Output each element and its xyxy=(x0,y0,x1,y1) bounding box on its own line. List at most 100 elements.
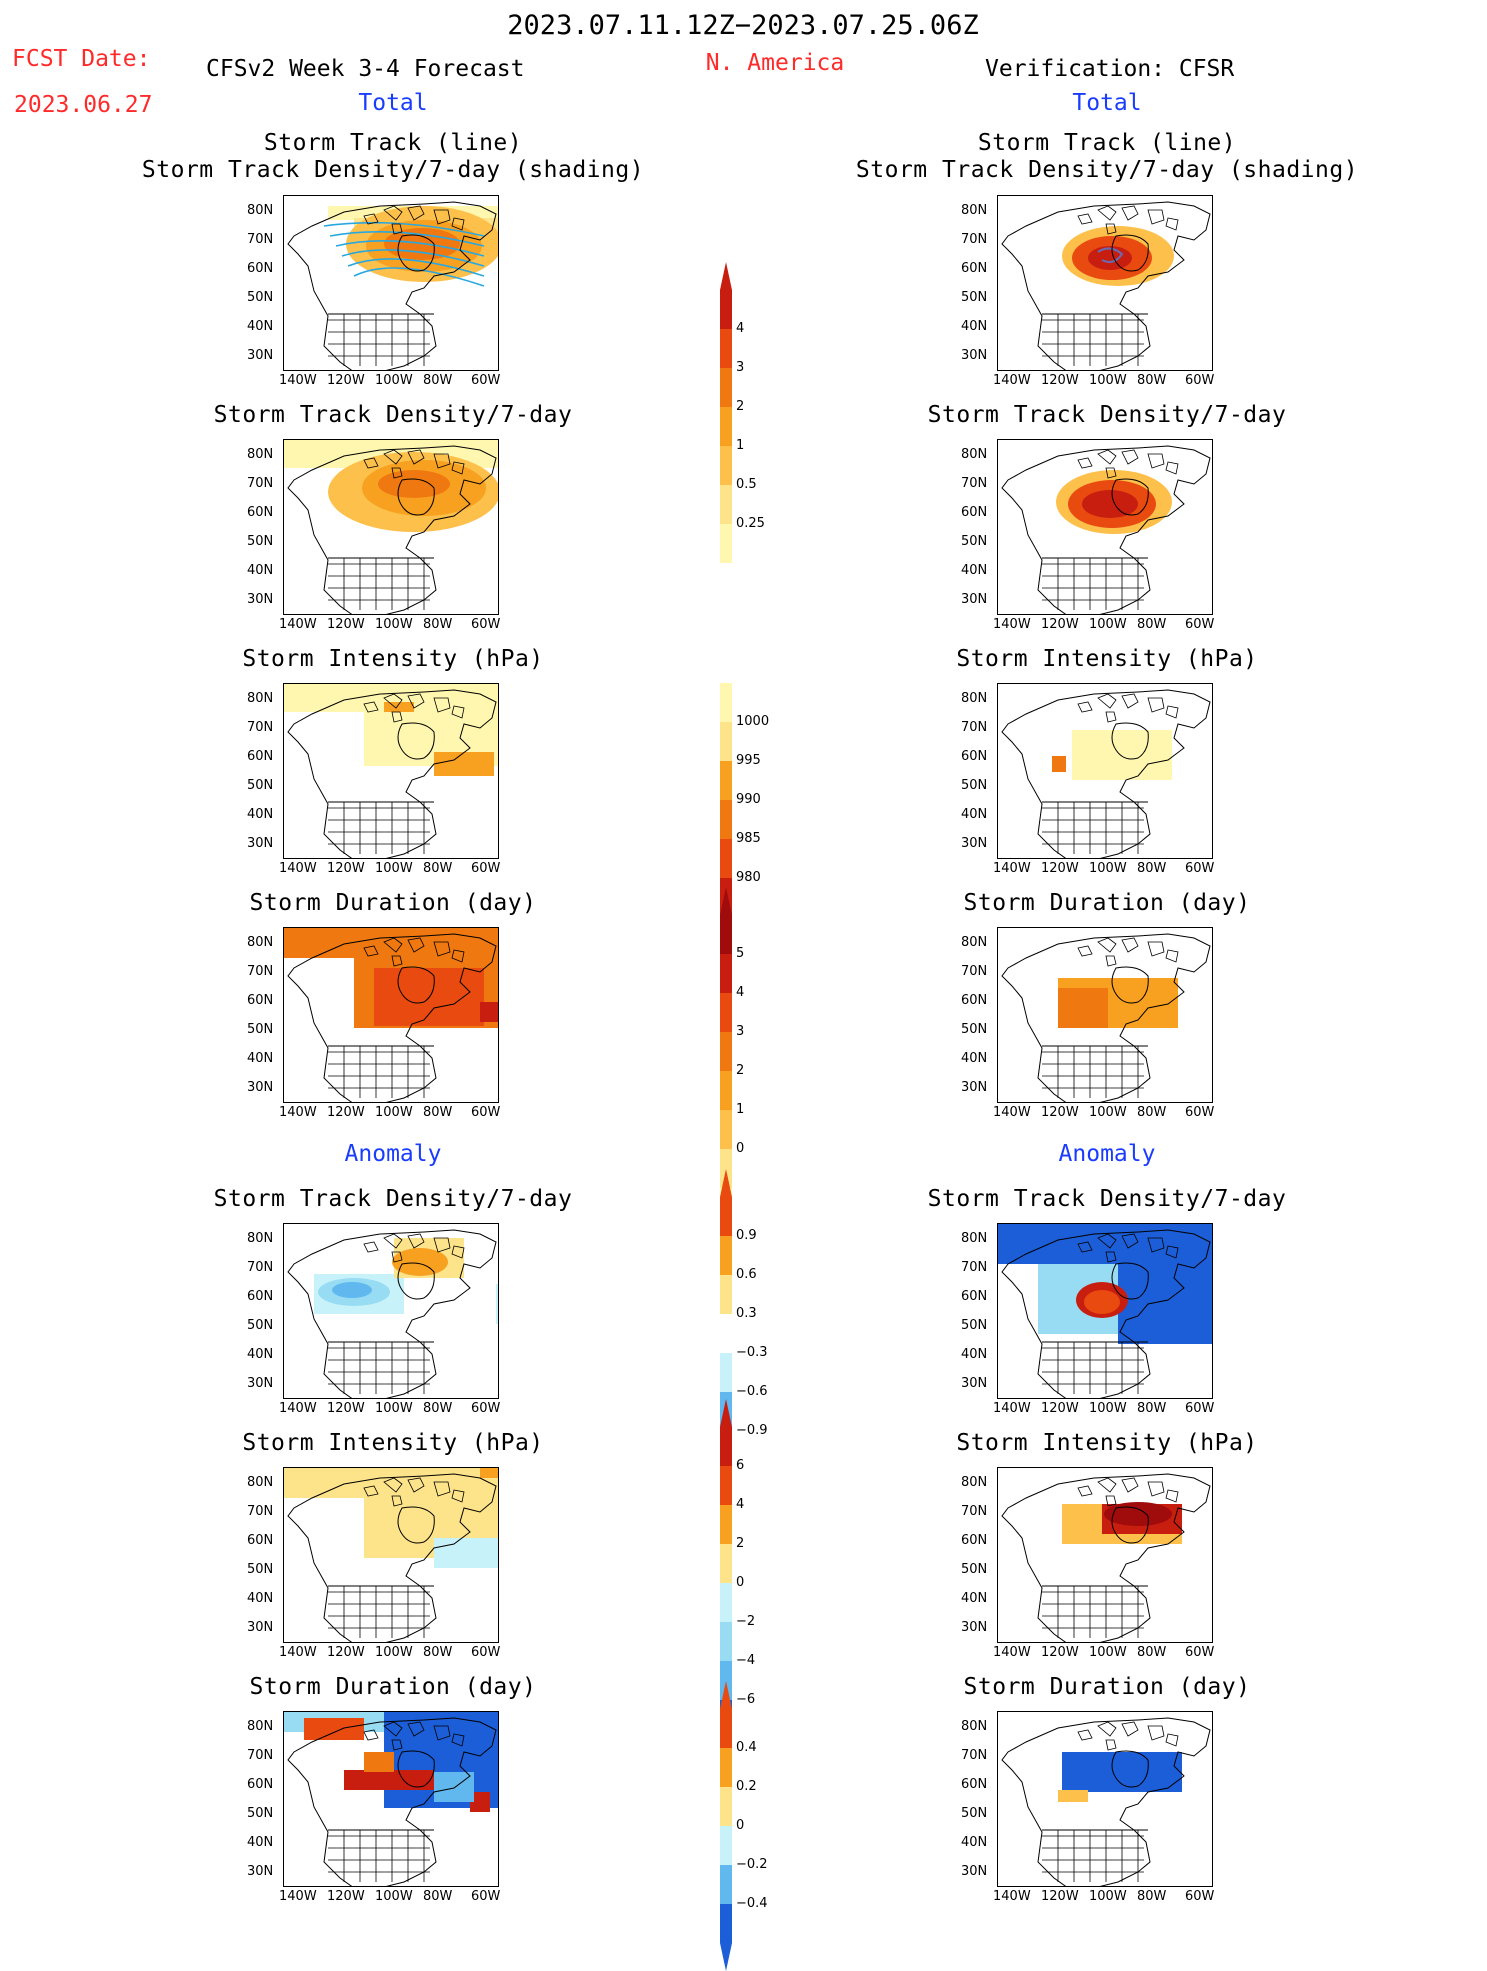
longitude-label: 60W xyxy=(471,1645,501,1660)
left-intensity-title: Storm Intensity (hPa) xyxy=(242,646,544,672)
latitude-label: 40N xyxy=(247,1835,274,1850)
colorbar-tick-label: −2 xyxy=(736,1614,756,1629)
latitude-label: 70N xyxy=(247,476,274,491)
longitude-label: 80W xyxy=(423,1105,453,1120)
latitude-label: 60N xyxy=(247,993,274,1008)
longitude-label: 140W xyxy=(279,1401,317,1416)
longitude-label: 100W xyxy=(1089,1401,1127,1416)
longitude-label: 60W xyxy=(471,617,501,632)
latitude-label: 30N xyxy=(247,1080,274,1095)
left-anomaly-label: Anomaly xyxy=(344,1141,442,1167)
latitude-label: 30N xyxy=(247,836,274,851)
longitude-label: 80W xyxy=(1137,617,1167,632)
latitude-label: 40N xyxy=(247,1591,274,1606)
longitude-label: 100W xyxy=(375,1401,413,1416)
verification-intensity-map xyxy=(997,683,1213,859)
colorbar-tick-label: 0.25 xyxy=(736,516,765,531)
longitude-label: 140W xyxy=(279,1889,317,1904)
latitude-label: 30N xyxy=(961,1376,988,1391)
longitude-label: 60W xyxy=(1185,1105,1215,1120)
longitude-label: 120W xyxy=(1041,1645,1079,1660)
forecast-track-map xyxy=(283,195,499,371)
longitude-label: 140W xyxy=(279,1105,317,1120)
latitude-label: 50N xyxy=(247,534,274,549)
latitude-label: 40N xyxy=(961,319,988,334)
forecast-intensity-anomaly-map xyxy=(283,1467,499,1643)
left-density-anom-title: Storm Track Density/7-day xyxy=(213,1186,573,1212)
longitude-label: 120W xyxy=(1041,861,1079,876)
latitude-label: 40N xyxy=(961,807,988,822)
longitude-label: 60W xyxy=(1185,373,1215,388)
right-track-line-title: Storm Track (line) xyxy=(977,130,1237,156)
latitude-label: 80N xyxy=(247,1231,274,1246)
colorbar-tick-label: 0.6 xyxy=(736,1267,757,1282)
colorbar-tick-label: 0.9 xyxy=(736,1228,757,1243)
left-track-shading-title: Storm Track Density/7-day (shading) xyxy=(141,157,645,183)
fcst-date-value: 2023.06.27 xyxy=(14,92,153,118)
latitude-label: 40N xyxy=(961,1591,988,1606)
latitude-label: 80N xyxy=(961,1475,988,1490)
longitude-label: 80W xyxy=(1137,1889,1167,1904)
longitude-label: 100W xyxy=(1089,1645,1127,1660)
latitude-label: 60N xyxy=(247,505,274,520)
latitude-label: 70N xyxy=(961,1504,988,1519)
longitude-label: 60W xyxy=(1185,617,1215,632)
longitude-label: 80W xyxy=(1137,861,1167,876)
latitude-label: 30N xyxy=(961,1864,988,1879)
latitude-label: 50N xyxy=(247,1562,274,1577)
latitude-label: 40N xyxy=(961,1347,988,1362)
verification-density-map xyxy=(997,439,1213,615)
latitude-label: 30N xyxy=(961,836,988,851)
latitude-label: 50N xyxy=(247,1022,274,1037)
forecast-duration-map xyxy=(283,927,499,1103)
longitude-label: 140W xyxy=(279,861,317,876)
latitude-label: 60N xyxy=(961,993,988,1008)
latitude-label: 30N xyxy=(247,1376,274,1391)
colorbar-tick-label: −0.6 xyxy=(736,1384,768,1399)
colorbar-tick-label: 0.3 xyxy=(736,1306,757,1321)
longitude-label: 80W xyxy=(1137,1645,1167,1660)
duration-colorbar xyxy=(720,887,732,1227)
latitude-label: 50N xyxy=(247,778,274,793)
longitude-label: 120W xyxy=(1041,1401,1079,1416)
colorbar-tick-label: 0 xyxy=(736,1141,745,1156)
latitude-label: 80N xyxy=(961,691,988,706)
colorbar-tick-label: 4 xyxy=(736,1497,745,1512)
colorbar-tick-label: 0.4 xyxy=(736,1740,757,1755)
colorbar-tick-label: 5 xyxy=(736,946,745,961)
colorbar-tick-label: 3 xyxy=(736,360,745,375)
longitude-label: 140W xyxy=(993,861,1031,876)
colorbar-tick-label: 2 xyxy=(736,1063,745,1078)
colorbar-tick-label: 980 xyxy=(736,870,761,885)
latitude-label: 50N xyxy=(961,534,988,549)
colorbar-tick-label: 0.5 xyxy=(736,477,757,492)
latitude-label: 30N xyxy=(247,348,274,363)
forecast-density-map xyxy=(283,439,499,615)
latitude-label: 80N xyxy=(961,1719,988,1734)
latitude-label: 80N xyxy=(247,1475,274,1490)
longitude-label: 140W xyxy=(279,1645,317,1660)
latitude-label: 80N xyxy=(961,203,988,218)
period-title: 2023.07.11.12Z−2023.07.25.06Z xyxy=(507,10,979,41)
longitude-label: 80W xyxy=(423,1645,453,1660)
longitude-label: 120W xyxy=(327,1105,365,1120)
right-anomaly-label: Anomaly xyxy=(1058,1141,1156,1167)
latitude-label: 70N xyxy=(247,232,274,247)
latitude-label: 70N xyxy=(247,1260,274,1275)
colorbar-tick-label: 990 xyxy=(736,792,761,807)
colorbar-tick-label: 2 xyxy=(736,399,745,414)
longitude-label: 120W xyxy=(327,373,365,388)
longitude-label: 140W xyxy=(993,1105,1031,1120)
latitude-label: 30N xyxy=(247,1864,274,1879)
colorbar-tick-label: 1 xyxy=(736,1102,745,1117)
longitude-label: 60W xyxy=(1185,861,1215,876)
verification-density-anomaly-map xyxy=(997,1223,1213,1399)
latitude-label: 70N xyxy=(247,720,274,735)
latitude-label: 70N xyxy=(961,1260,988,1275)
longitude-label: 60W xyxy=(1185,1889,1215,1904)
forecast-intensity-map xyxy=(283,683,499,859)
latitude-label: 40N xyxy=(961,1835,988,1850)
longitude-label: 80W xyxy=(423,1889,453,1904)
colorbar-tick-label: 985 xyxy=(736,831,761,846)
colorbar-tick-label: 4 xyxy=(736,321,745,336)
